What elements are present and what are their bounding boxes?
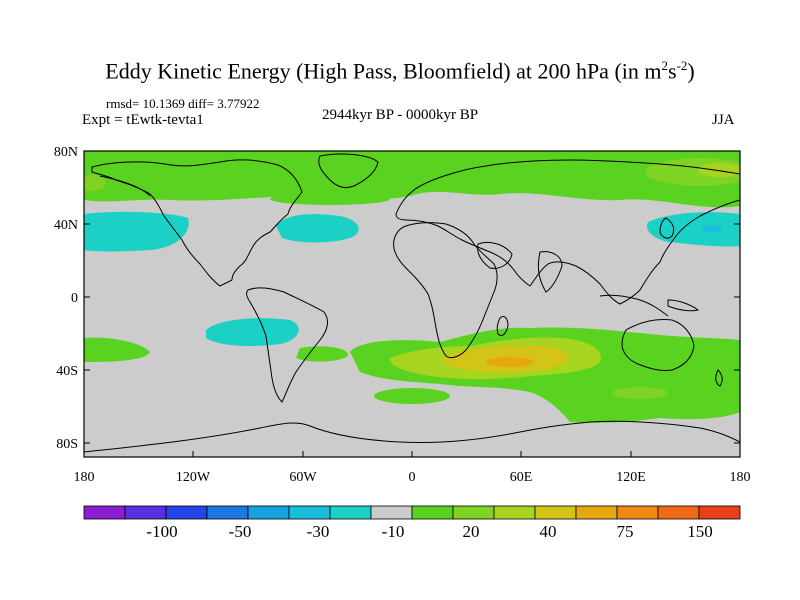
colorbar-swatch [83,505,126,520]
chart-title: Eddy Kinetic Energy (High Pass, Bloomfie… [105,58,695,84]
colorbar-label: 40 [540,522,557,541]
coast-eurasia [395,159,740,305]
colorbar-swatch [411,505,454,520]
colorbar-label: -50 [229,522,252,541]
colorbar-swatch [534,505,577,520]
lon-label: 60E [510,470,533,485]
coast-antarctica [84,420,740,453]
australia-south-pocket [612,387,668,399]
coast-indonesia [599,294,669,317]
coast-arabia [477,241,513,269]
colorbar-swatch [616,505,659,520]
north-atlantic-secondary-band [270,193,390,205]
coast-north-america [91,159,303,287]
northern-positive-band [84,151,740,208]
colorbar-label: -100 [146,522,177,541]
lat-label: 80N [54,145,78,160]
lon-label: 120E [616,470,646,485]
colorbar-swatch [493,505,536,520]
colorbar-swatch [575,505,618,520]
experiment-label: Expt = tEwtk-tevta1 [82,112,204,128]
lon-label: 120W [176,470,211,485]
colorbar-swatch [247,505,290,520]
colorbar-swatch [329,505,372,520]
south-pacific-negative [206,318,299,346]
coast-south-america [246,287,328,403]
colorbar-swatch [124,505,167,520]
coastlines [84,153,740,453]
coast-madagascar [496,315,509,337]
coast-africa [393,222,498,359]
lon-label: 0 [409,470,416,485]
coast-new-zealand [715,369,723,387]
siberia-peak [698,163,740,177]
alaska-local-maximum [84,175,106,191]
lon-labels: 180 120W 60W 0 60E 120E 180 [74,470,751,485]
coast-alaska [99,175,151,197]
colorbar-swatch [452,505,495,520]
lat-labels: 80N 40N 0 40S 80S [54,145,78,452]
coast-japan [659,217,675,239]
lat-label: 40S [56,364,78,379]
lat-label: 40N [54,218,78,233]
south-atlantic-small-patch [374,388,450,404]
coast-india [537,251,563,293]
colorbar-swatch [165,505,208,520]
colorbar-swatch [698,505,741,520]
colorbar-label: 75 [617,522,634,541]
colorbar-swatch [206,505,249,520]
colorbar-label: -10 [382,522,405,541]
lon-label: 60W [289,470,317,485]
colorbar-label: 150 [687,522,713,541]
north-pacific-negative [84,211,189,252]
stats-label: rmsd= 10.1369 diff= 3.77922 [106,96,260,111]
east-pacific-positive [84,337,150,362]
indian-ocean-peak [486,357,534,367]
season-label: JJA [712,112,735,128]
coast-new-guinea [667,299,700,312]
field-layer [84,151,740,457]
colorbar-swatch [657,505,700,520]
colorbar-labels: -100 -50 -30 -10 20 40 75 150 [146,522,712,541]
colorbar-swatch [288,505,331,520]
coast-australia [621,319,695,371]
period-label: 2944kyr BP - 0000kyr BP [321,107,479,123]
colorbar [83,505,741,520]
lon-label: 180 [730,470,751,485]
lat-label: 0 [71,291,78,306]
coast-greenland [318,153,379,189]
axis-ticks [83,150,741,457]
lon-label: 180 [74,470,95,485]
north-atlantic-negative [276,214,359,243]
colorbar-label: 20 [463,522,480,541]
south-atlantic-positive [296,346,349,362]
japan-negative-core [702,225,722,233]
colorbar-swatch [370,505,413,520]
colorbar-label: -30 [307,522,330,541]
lat-label: 80S [56,437,78,452]
